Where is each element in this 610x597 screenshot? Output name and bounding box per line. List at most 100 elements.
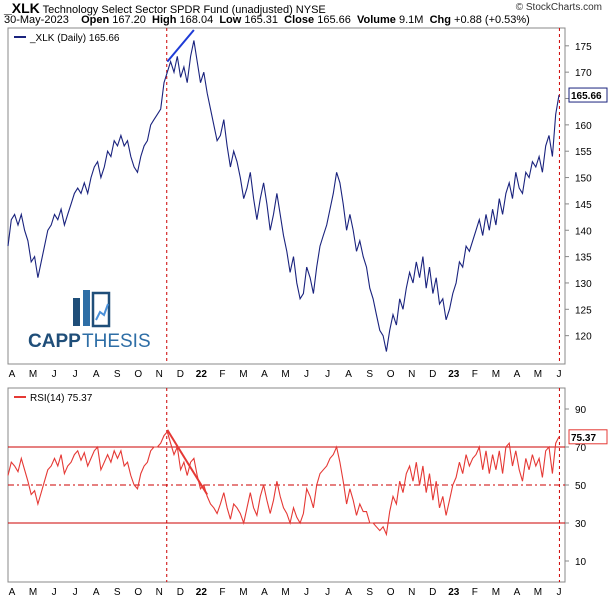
rsi-panel: 10 30 50 70 90 RSI(14) 75.37 75.37 A M J J A S O N D 22 F… bbox=[7, 388, 608, 597]
y-tick-label: 150 bbox=[575, 174, 592, 185]
x-tick-label: J bbox=[73, 369, 78, 380]
logo-bar-3 bbox=[91, 291, 111, 328]
x-tick-label: O bbox=[387, 369, 395, 380]
y-tick-label: 140 bbox=[575, 226, 592, 237]
x-tick-label: A bbox=[345, 587, 352, 597]
x-tick-label: M bbox=[534, 587, 542, 597]
x-tick-label: 22 bbox=[196, 587, 208, 597]
x-tick-label: M bbox=[281, 587, 289, 597]
x-tick-label: A bbox=[93, 587, 100, 597]
x-tick-label: N bbox=[156, 587, 163, 597]
low-label: Low bbox=[219, 14, 242, 26]
y-tick-label: 145 bbox=[575, 200, 592, 211]
y-tick-label: 160 bbox=[575, 121, 592, 132]
x-tick-label: M bbox=[29, 587, 37, 597]
low-value: 165.31 bbox=[244, 14, 279, 26]
x-tick-label: A bbox=[514, 369, 521, 380]
y-tick-label: 90 bbox=[575, 405, 587, 416]
logo-bar-2 bbox=[83, 290, 90, 326]
y-tick-label: 70 bbox=[575, 443, 587, 454]
x-tick-label: M bbox=[492, 587, 500, 597]
x-tick-label: 23 bbox=[448, 587, 460, 597]
x-tick-label: M bbox=[281, 369, 289, 380]
last-value-label: 75.37 bbox=[571, 433, 596, 444]
x-tick-label: 22 bbox=[196, 369, 208, 380]
y-tick-label: 125 bbox=[575, 305, 592, 316]
y-tick-label: 170 bbox=[575, 68, 592, 79]
x-tick-label: S bbox=[114, 369, 121, 380]
x-tick-label: N bbox=[408, 369, 415, 380]
last-value-label: 165.66 bbox=[571, 91, 602, 102]
open-label: Open bbox=[81, 14, 110, 26]
x-tick-label: M bbox=[29, 369, 37, 380]
x-tick-label: J bbox=[52, 587, 57, 597]
logo-arrow bbox=[95, 303, 109, 321]
chart-header-row-1: _XLK Technology Select Sector SPDR Fund … bbox=[4, 0, 326, 16]
x-tick-label: A bbox=[261, 369, 268, 380]
x-tick-label: D bbox=[177, 587, 184, 597]
exchange-label: NYSE bbox=[295, 4, 326, 16]
volume-value: 9.1M bbox=[398, 14, 424, 26]
x-tick-label: S bbox=[366, 369, 373, 380]
legend-label: _XLK (Daily) 165.66 bbox=[29, 33, 120, 44]
x-tick-label: S bbox=[366, 587, 373, 597]
logo-text-bold: CAPP bbox=[28, 331, 81, 352]
y-tick-label: 50 bbox=[575, 481, 587, 492]
x-tick-label: A bbox=[9, 587, 16, 597]
x-tick-label: D bbox=[429, 369, 436, 380]
x-tick-label: F bbox=[472, 587, 478, 597]
date-label: 30-May-2023 bbox=[4, 14, 69, 26]
x-tick-label: D bbox=[429, 587, 436, 597]
series-line-price bbox=[7, 40, 560, 352]
x-tick-label: M bbox=[239, 587, 247, 597]
capp-thesis-logo: CAPP THESIS bbox=[28, 290, 151, 352]
x-tick-label: O bbox=[134, 369, 142, 380]
x-tick-label: J bbox=[304, 587, 309, 597]
x-tick-label: J bbox=[52, 369, 57, 380]
x-tick-label: O bbox=[387, 587, 395, 597]
x-tick-label: J bbox=[304, 369, 309, 380]
chg-value: +0.88 (+0.53%) bbox=[454, 14, 530, 26]
x-tick-label: D bbox=[177, 369, 184, 380]
trendline-annotation bbox=[166, 429, 209, 496]
symbol-label: _XLK bbox=[4, 0, 40, 16]
x-tick-label: M bbox=[239, 369, 247, 380]
high-label: High bbox=[152, 14, 177, 26]
x-tick-label: A bbox=[345, 369, 352, 380]
x-tick-label: A bbox=[93, 369, 100, 380]
x-tick-label: F bbox=[219, 369, 225, 380]
x-tick-label: A bbox=[9, 369, 16, 380]
fund-name: Technology Select Sector SPDR Fund (unad… bbox=[42, 4, 293, 16]
stockcharts-credit[interactable]: © StockCharts.com bbox=[515, 2, 602, 13]
chg-label: Chg bbox=[429, 14, 451, 26]
x-tick-label: S bbox=[114, 587, 121, 597]
y-tick-label: 120 bbox=[575, 332, 592, 343]
price-panel-frame bbox=[7, 27, 566, 365]
y-tick-label: 130 bbox=[575, 279, 592, 290]
close-label: Close bbox=[284, 14, 315, 26]
volume-label: Volume bbox=[356, 14, 396, 26]
chart-header-row-2: 30-May-2023 Open 167.20 High 168.04 Low … bbox=[4, 14, 530, 26]
rsi-panel-frame bbox=[7, 387, 566, 583]
x-tick-label: N bbox=[408, 587, 415, 597]
x-tick-label: F bbox=[472, 369, 478, 380]
last-value-tag bbox=[568, 429, 608, 445]
legend-label: RSI(14) 75.37 bbox=[30, 393, 93, 404]
x-tick-label: J bbox=[557, 587, 562, 597]
price-panel: 120125130135140145150155160165170175_XLK… bbox=[7, 28, 608, 380]
close-value: 165.66 bbox=[317, 14, 351, 26]
x-tick-label: A bbox=[261, 587, 268, 597]
x-tick-label: J bbox=[557, 369, 562, 380]
series-line-rsi bbox=[7, 430, 560, 537]
x-tick-label: J bbox=[325, 369, 330, 380]
y-tick-label: 30 bbox=[575, 519, 587, 530]
open-value: 167.20 bbox=[112, 14, 146, 26]
y-tick-label: 135 bbox=[575, 253, 592, 264]
x-tick-label: J bbox=[325, 587, 330, 597]
x-tick-label: M bbox=[534, 369, 542, 380]
y-tick-label: 175 bbox=[575, 42, 592, 53]
x-tick-label: N bbox=[156, 369, 163, 380]
y-tick-label: 10 bbox=[575, 557, 587, 568]
x-tick-label: A bbox=[514, 587, 521, 597]
